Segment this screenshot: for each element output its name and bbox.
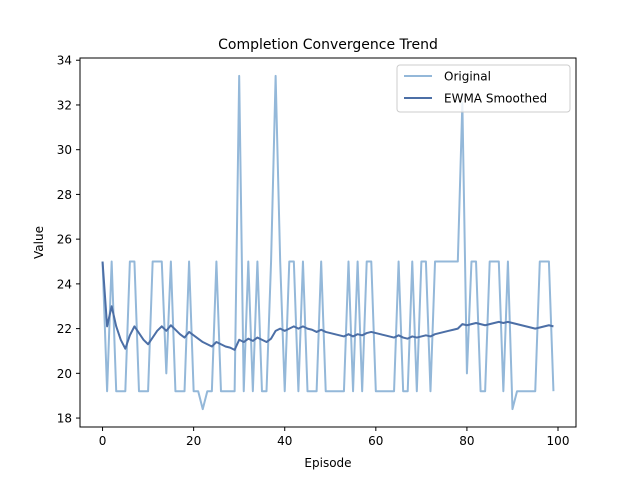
plot-frame bbox=[79, 57, 577, 428]
plot-area bbox=[101, 74, 555, 411]
chart-title: Completion Convergence Trend bbox=[218, 37, 438, 53]
y-tick-label: 30 bbox=[57, 143, 72, 157]
x-tick-label: 0 bbox=[99, 434, 107, 448]
legend: Original EWMA Smoothed bbox=[396, 64, 571, 113]
y-tick-label: 32 bbox=[57, 98, 72, 112]
series-line-original bbox=[101, 74, 555, 411]
legend-box bbox=[396, 64, 571, 113]
x-tick-label: 100 bbox=[547, 434, 570, 448]
axis-ticks: 0 20 40 60 80 100 18 20 22 24 26 28 30 32 34 bbox=[57, 54, 570, 448]
x-tick-label: 40 bbox=[277, 434, 292, 448]
y-tick-label: 34 bbox=[57, 54, 72, 68]
x-tick-label: 80 bbox=[459, 434, 474, 448]
y-tick-label: 18 bbox=[57, 412, 72, 426]
y-axis-label: Value bbox=[32, 226, 46, 259]
y-tick-label: 22 bbox=[57, 322, 72, 336]
x-axis-label: Episode bbox=[304, 456, 351, 470]
y-tick-label: 24 bbox=[57, 277, 72, 291]
legend-label-ewma: EWMA Smoothed bbox=[444, 92, 547, 106]
y-tick-label: 20 bbox=[57, 367, 72, 381]
series-line-ewma bbox=[101, 261, 554, 351]
x-tick-label: 60 bbox=[368, 434, 383, 448]
x-tick-label: 20 bbox=[186, 434, 201, 448]
y-tick-label: 26 bbox=[57, 233, 72, 247]
y-tick-label: 28 bbox=[57, 188, 72, 202]
legend-label-original: Original bbox=[444, 70, 491, 84]
